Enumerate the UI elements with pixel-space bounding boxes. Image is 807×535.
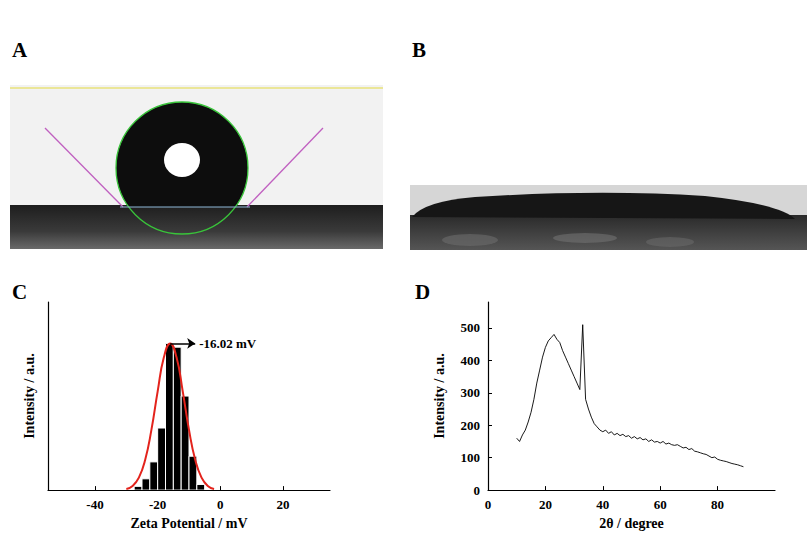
svg-text:100: 100 [461, 450, 481, 465]
svg-text:60: 60 [654, 497, 667, 512]
html-text:D: D [415, 280, 431, 304]
svg-text:Intensity / a.u.: Intensity / a.u. [22, 353, 37, 439]
svg-text:0: 0 [474, 483, 481, 498]
svg-text:Intensity / a.u.: Intensity / a.u. [432, 353, 447, 439]
svg-text:20: 20 [277, 497, 290, 512]
svg-text:2θ / degree: 2θ / degree [599, 516, 664, 531]
svg-text:-20: -20 [149, 497, 166, 512]
svg-text:400: 400 [461, 353, 481, 368]
svg-text:80: 80 [711, 497, 724, 512]
svg-text:500: 500 [461, 320, 481, 335]
svg-text:-40: -40 [86, 497, 103, 512]
svg-text:0: 0 [217, 497, 224, 512]
svg-text:0: 0 [485, 497, 492, 512]
svg-text:Zeta Potential / mV: Zeta Potential / mV [130, 516, 247, 531]
svg-text:20: 20 [539, 497, 552, 512]
svg-text:200: 200 [461, 418, 481, 433]
svg-text:-16.02 mV: -16.02 mV [199, 336, 257, 351]
html-text:A: A [12, 38, 28, 62]
svg-text:40: 40 [596, 497, 609, 512]
html-text:C: C [12, 280, 28, 304]
html-text:B: B [412, 38, 426, 62]
svg-text:300: 300 [461, 385, 481, 400]
